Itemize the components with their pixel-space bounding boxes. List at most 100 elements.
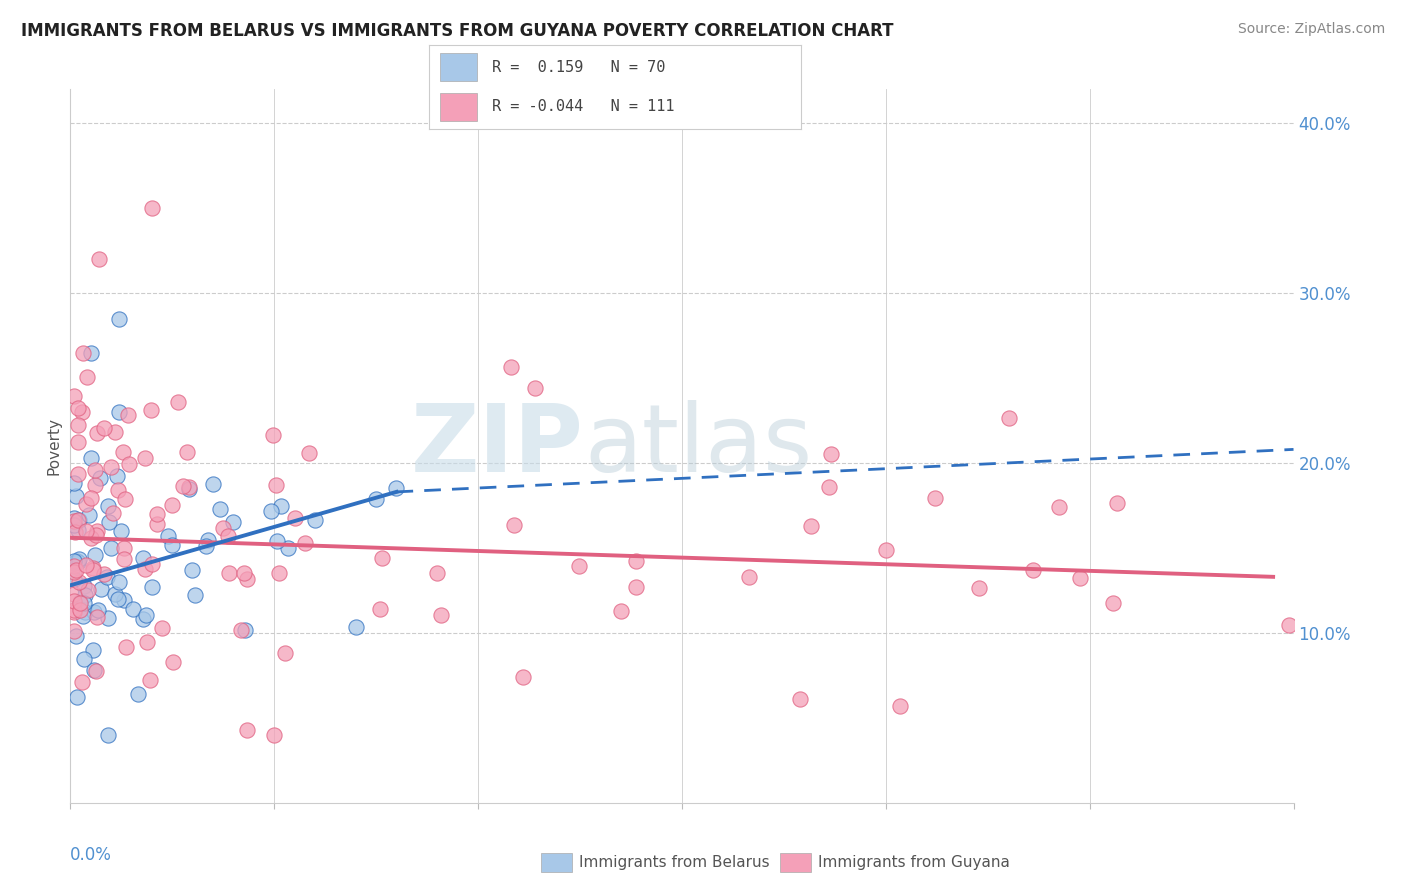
Point [67,574,90,589]
Point [180,563,202,577]
Point [79,345,103,359]
Point [76,583,98,598]
Point [83,663,105,677]
Point [63,389,86,403]
Point [568,559,591,574]
Point [111,445,134,459]
Text: IMMIGRANTS FROM BELARUS VS IMMIGRANTS FROM GUYANA POVERTY CORRELATION CHART: IMMIGRANTS FROM BELARUS VS IMMIGRANTS FR… [21,22,894,40]
Point [269,566,291,581]
Point [112,541,135,556]
Point [65,489,87,503]
Point [67,434,90,449]
Point [266,534,288,549]
Point [69,603,91,617]
Point [87,603,110,617]
Point [72,609,94,624]
Point [101,507,124,521]
Point [294,535,316,549]
Text: Source: ZipAtlas.com: Source: ZipAtlas.com [1237,22,1385,37]
Point [236,723,259,738]
Point [75,605,97,619]
Point [136,635,159,649]
Bar [440,54,477,81]
Point [157,529,180,543]
Point [76,369,98,384]
Point [97,515,120,529]
Text: R =  0.159   N = 70: R = 0.159 N = 70 [492,60,665,75]
Point [97,728,120,742]
Point [172,479,194,493]
Text: Immigrants from Guyana: Immigrants from Guyana [818,855,1010,870]
Text: Immigrants from Belarus: Immigrants from Belarus [579,855,770,870]
Point [738,570,761,584]
Point [176,445,198,459]
Point [263,728,285,742]
Point [70,674,93,689]
Point [72,345,94,359]
Point [127,687,149,701]
Point [789,692,811,706]
Point [138,673,160,688]
Point [141,580,163,594]
Point [110,524,132,539]
Point [66,523,89,537]
Point [284,511,307,525]
Point [114,491,136,506]
Point [63,518,86,533]
Text: ZIP: ZIP [411,400,583,492]
Point [63,587,86,601]
Point [141,557,163,571]
Point [87,252,110,266]
Point [67,417,90,432]
Point [298,445,321,459]
Point [63,514,86,528]
Point [93,566,115,581]
Point [77,508,100,523]
Point [82,563,104,577]
Point [218,566,240,580]
Point [86,524,108,538]
Point [233,566,256,580]
Point [924,491,946,505]
Point [304,513,326,527]
Point [104,587,127,601]
Point [69,596,91,610]
Point [96,500,118,514]
Point [63,476,86,491]
Point [118,457,141,471]
Text: R = -0.044   N = 111: R = -0.044 N = 111 [492,99,675,114]
Point [84,664,107,678]
Point [167,394,190,409]
Point [69,595,91,609]
Point [179,480,201,494]
Point [512,670,534,684]
Point [93,421,115,435]
Point [65,524,87,539]
Point [122,602,145,616]
Point [108,311,131,326]
Point [184,588,207,602]
Point [264,478,287,492]
Point [67,513,90,527]
Point [82,560,104,574]
Point [1278,618,1301,632]
Point [162,538,183,552]
Point [818,480,841,494]
Point [84,548,107,562]
Point [75,497,97,511]
Point [262,427,284,442]
Point [80,491,103,505]
Point [162,655,184,669]
Point [67,552,90,566]
Point [967,582,990,596]
Point [79,450,103,465]
Point [63,603,86,617]
Point [100,541,122,555]
Point [385,481,408,495]
Point [820,447,842,461]
Point [80,532,103,546]
Point [112,551,135,566]
Point [368,601,391,615]
Point [108,574,131,589]
Point [97,611,120,625]
